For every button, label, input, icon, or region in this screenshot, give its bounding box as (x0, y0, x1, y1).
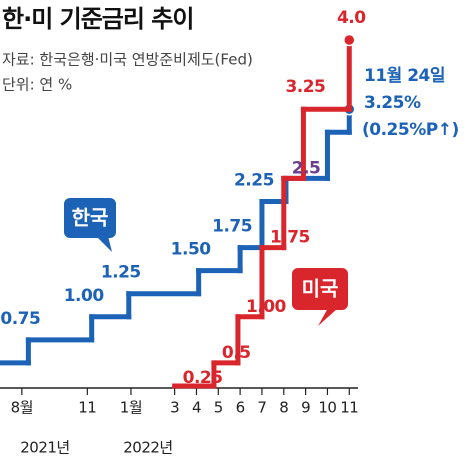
data-label: 1.50 (171, 240, 212, 260)
us-callout: 미국 (292, 268, 348, 326)
x-tick-label: 9 (301, 399, 310, 417)
chart-title: 한·미 기준금리 추이 (2, 5, 193, 33)
data-label: 2.5 (292, 158, 321, 178)
legend-label: 미국 (302, 277, 339, 301)
source: 자료: 한국은행·미국 연방준비제도(Fed) (2, 51, 253, 69)
x-tick-label: 1월 (120, 399, 142, 417)
data-label: 1.75 (270, 228, 310, 248)
korea-callout: 한국 (64, 198, 116, 252)
data-label: 0.25 (183, 368, 223, 388)
data-label: 0.5 (222, 343, 251, 363)
x-tick-label: 11 (78, 399, 96, 417)
data-label: 4.0 (337, 8, 366, 28)
data-label: 0.75 (0, 309, 40, 329)
year-label: 2022년 (123, 439, 172, 457)
callout-tail (318, 308, 338, 326)
x-tick-label: 8월 (11, 399, 33, 417)
unit: 단위: 연 % (2, 76, 72, 94)
x-tick-label: 11 (340, 399, 358, 417)
end-dot (343, 33, 356, 47)
annotation: 3.25% (364, 93, 421, 113)
data-label: 3.25 (285, 77, 325, 97)
year-label: 2021년 (20, 439, 69, 457)
x-tick-label: 3 (170, 399, 179, 417)
legend-label: 한국 (72, 206, 109, 230)
x-tick-label: 5 (214, 399, 223, 417)
annotation: 11월 24일 (364, 66, 445, 86)
callout-box (292, 268, 348, 310)
callout-box (64, 198, 116, 238)
data-label: 1.00 (246, 297, 287, 317)
data-label: 1.75 (212, 217, 252, 237)
x-tick-label: 6 (236, 399, 245, 417)
callout-tail (96, 236, 112, 252)
x-tick-label: 10 (318, 399, 336, 417)
x-tick-label: 7 (257, 399, 266, 417)
data-label: 2.25 (234, 170, 274, 190)
x-tick-label: 8 (279, 399, 288, 417)
annotation: (0.25%P↑) (362, 120, 459, 140)
data-label: 1.00 (64, 286, 105, 306)
x-tick-label: 4 (192, 399, 201, 417)
data-label: 1.25 (101, 263, 141, 283)
